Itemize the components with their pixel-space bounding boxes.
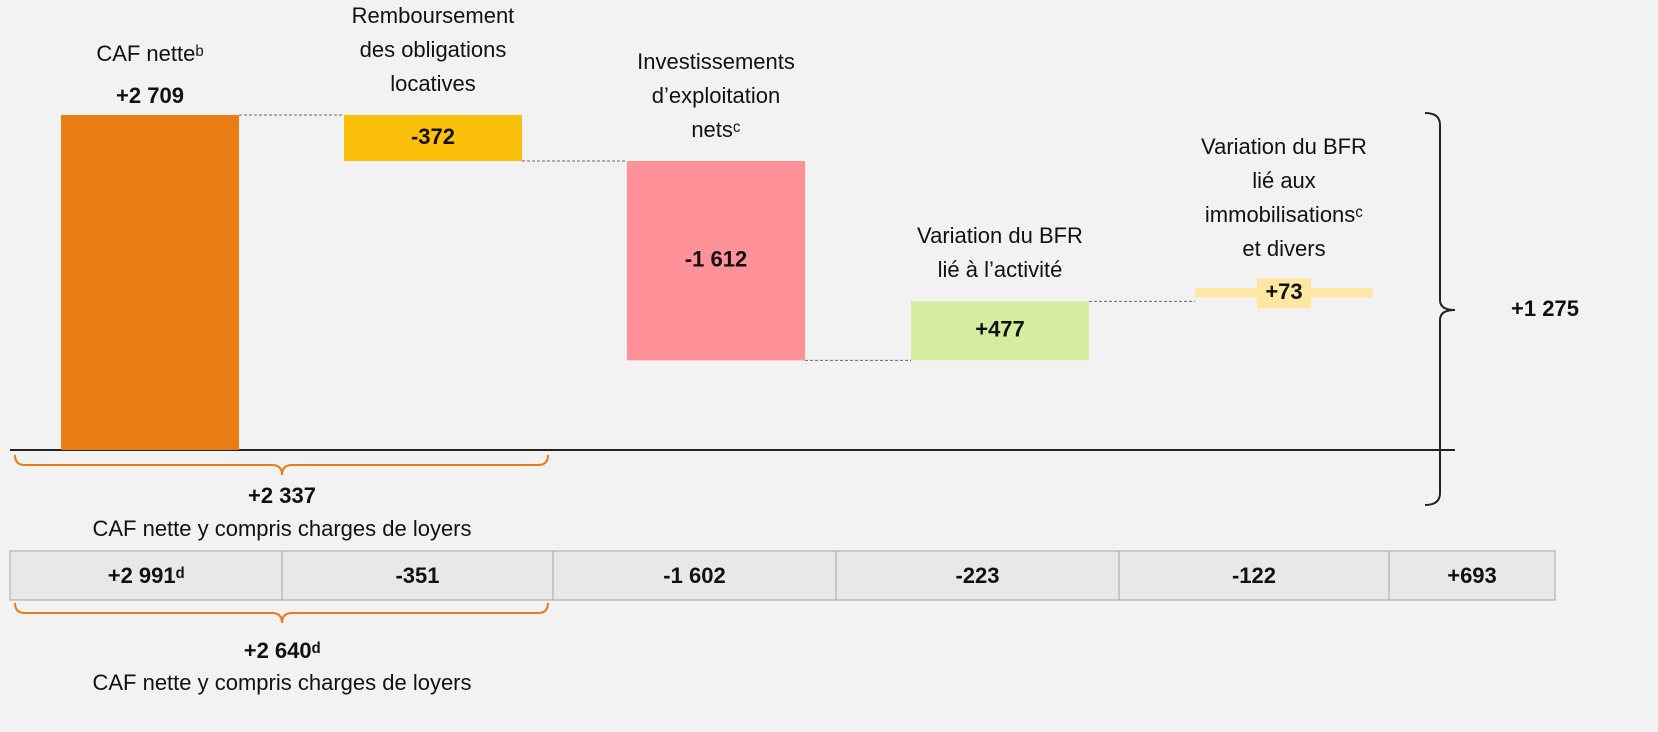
bar [344,115,522,162]
category-label: d’exploitation [652,83,780,108]
table-cell [9,550,283,601]
value-label: +73 [1265,279,1302,304]
category-label: Remboursement [352,3,515,28]
table-cell-text: -122 [1232,563,1276,588]
table-cell [281,550,554,601]
bar [627,161,805,361]
table-cell-text: -351 [395,563,439,588]
category-label: locatives [390,71,476,96]
category-label: immobilisationsᶜ [1205,202,1363,227]
value-label: +2 709 [116,83,184,108]
category-label: CAF netteᵇ [96,41,203,66]
brace [14,454,549,476]
table-subtotal-label: +2 640ᵈ [244,638,321,663]
category-label: et divers [1242,236,1325,261]
subtotal-caption: CAF nette y compris charges de loyers [92,516,471,541]
table-cell [1388,550,1556,601]
category-label: des obligations [360,37,507,62]
table: +2 991ᵈ -351 -1 602 -223 -122 +693 [9,550,1556,601]
table-cell-text: -223 [955,563,999,588]
category-label: lié à l’activité [938,257,1063,282]
table-cell-text: +693 [1447,563,1497,588]
value-label: -1 612 [685,246,747,271]
bar [911,301,1089,361]
table-cell-text: -1 602 [663,563,725,588]
category-label: Variation du BFR [1201,134,1367,159]
table-subtotal-caption: CAF nette y compris charges de loyers [92,670,471,695]
label-highlight [1257,278,1311,309]
total-brace [1424,112,1456,506]
subtotal-label: +2 337 [248,483,316,508]
table-cell [552,550,837,601]
brace [14,602,549,624]
total-label: +1 275 [1511,296,1579,321]
value-label: +477 [975,317,1025,342]
table-cell-text: +2 991ᵈ [108,563,185,588]
bar [61,115,239,450]
category-label: lié aux [1252,168,1316,193]
value-label: -372 [411,124,455,149]
category-label: Variation du BFR [917,223,1083,248]
category-label: Investissements [637,49,795,74]
category-label: netsᶜ [691,117,741,142]
